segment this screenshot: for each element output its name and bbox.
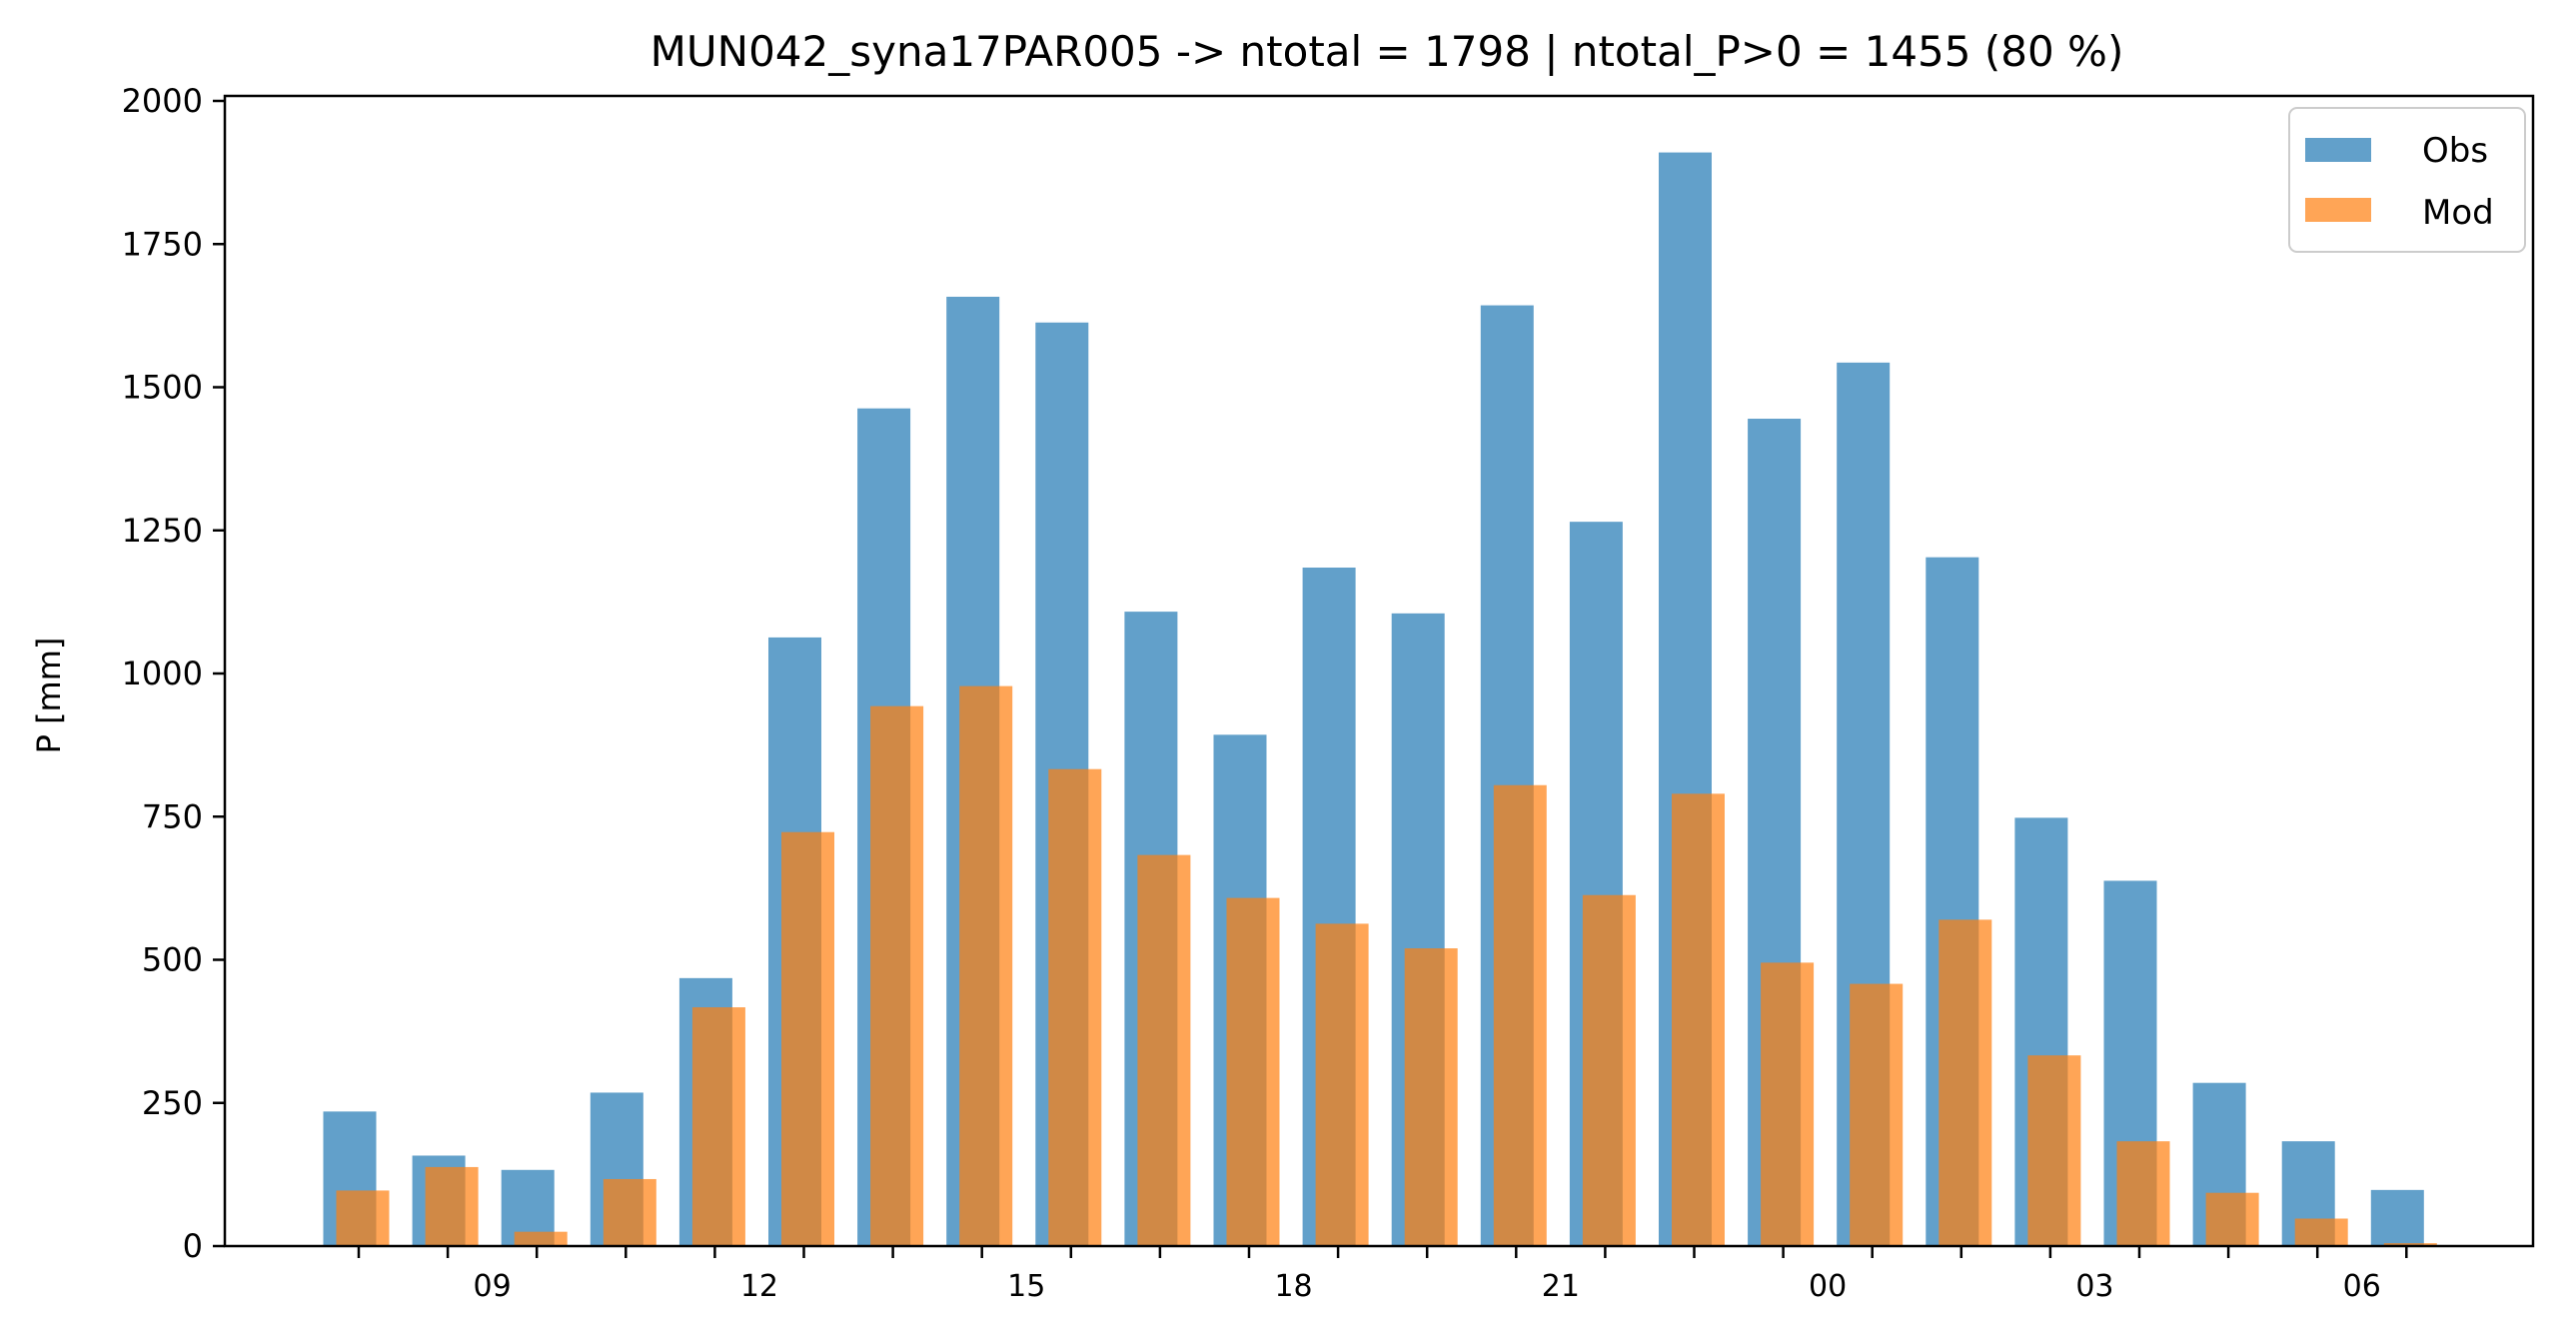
y-axis-label: P [mm] [30,638,68,754]
x-tick-label-15: 15 [1007,1269,1045,1304]
y-tick-label-750: 750 [142,797,203,835]
mod-bar-13 [781,831,834,1246]
mod-bar-17 [1137,854,1191,1246]
mod-bar-18 [1226,897,1280,1246]
mod-bar-02 [1938,919,1992,1246]
y-tick-label-250: 250 [142,1084,203,1122]
mod-bar-14 [870,705,924,1246]
x-axis: 09 12 15 18 21 00 03 06 [357,1246,2408,1304]
obs-bar-07 [2370,1189,2424,1246]
x-tick-label-09: 09 [474,1269,512,1304]
legend-swatch-obs [2305,138,2371,162]
legend-swatch-mod [2305,198,2371,222]
mod-bar-16 [1048,768,1102,1246]
mod-bar-08 [336,1190,390,1246]
mod-bar-05 [2205,1192,2259,1246]
mod-bar-09 [425,1166,479,1246]
chart-title: MUN042_syna17PAR005 -> ntotal = 1798 | n… [650,27,2124,76]
x-tick-label-21: 21 [1542,1269,1580,1304]
x-tick-label-12: 12 [740,1269,778,1304]
mod-bar-03 [2027,1055,2081,1246]
mod-series-bars [336,685,2437,1246]
y-tick-label-0: 0 [183,1227,203,1265]
mod-bar-20 [1404,948,1458,1246]
mod-bar-22 [1582,894,1636,1246]
obs-series-bars [323,152,2424,1247]
mod-bar-21 [1493,784,1547,1246]
x-tick-label-06: 06 [2343,1269,2381,1304]
mod-bar-07 [2383,1243,2437,1246]
x-tick-label-18: 18 [1274,1269,1312,1304]
mod-bar-12 [691,1007,745,1246]
y-tick-label-2000: 2000 [122,82,203,120]
plot-area-frame [223,94,2535,1248]
y-axis: 0 250 500 750 1000 1250 1500 1750 2000 [122,82,225,1265]
mod-bar-01 [1850,983,1904,1246]
y-tick-label-500: 500 [142,941,203,979]
mod-bar-19 [1315,923,1369,1246]
mod-bar-06 [2294,1218,2348,1246]
y-tick-label-1250: 1250 [122,512,203,550]
mod-bar-23 [1672,793,1725,1246]
x-tick-label-03: 03 [2075,1269,2113,1304]
legend-label-obs: Obs [2422,131,2488,171]
legend-label-mod: Mod [2422,193,2494,233]
mod-bar-00 [1761,962,1815,1246]
y-tick-label-1500: 1500 [122,369,203,407]
mod-bar-15 [959,685,1013,1246]
mod-bar-11 [603,1178,656,1246]
mod-bar-04 [2116,1141,2170,1246]
mod-bar-10 [514,1231,568,1246]
y-tick-label-1000: 1000 [122,655,203,692]
y-tick-label-1750: 1750 [122,225,203,263]
x-tick-label-00: 00 [1809,1269,1847,1304]
chart-legend: Obs Mod [2288,107,2526,253]
